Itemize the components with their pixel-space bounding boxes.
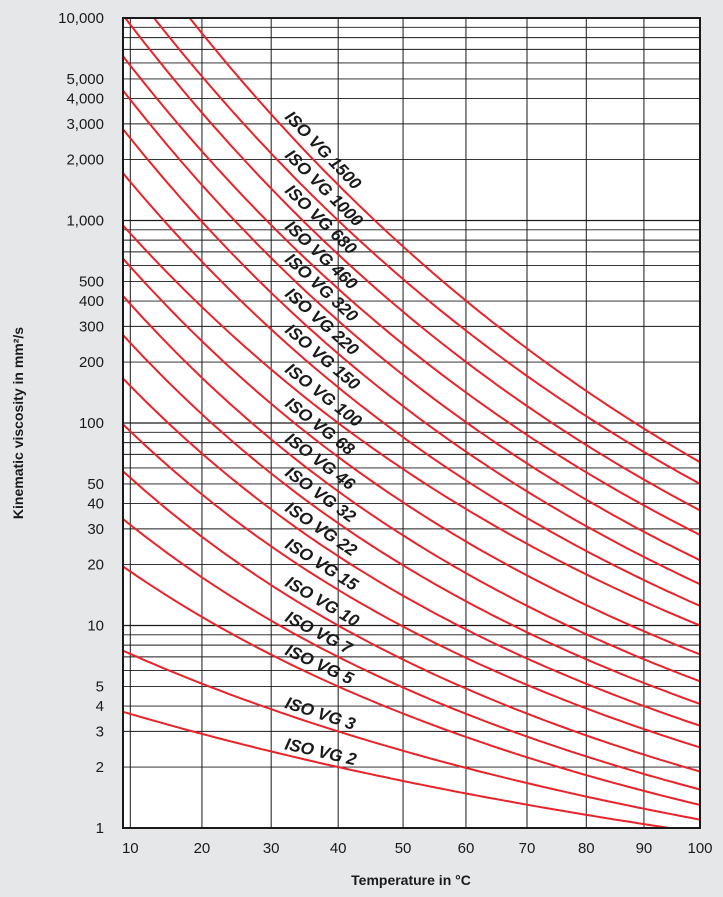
y-tick-label: 10,000 xyxy=(58,10,104,27)
y-tick-label: 40 xyxy=(87,496,104,513)
y-tick-labels: 1 2 3 4 5 10 20 30 40 50 100 200 300 400 500 1,000 2,000… xyxy=(58,10,104,837)
series-line xyxy=(123,565,700,806)
y-tick-label: 10 xyxy=(87,618,104,635)
y-tick-label: 1,000 xyxy=(66,213,104,230)
y-tick-label: 200 xyxy=(79,354,104,371)
x-tick-label: 50 xyxy=(395,840,412,857)
y-tick-label: 2 xyxy=(96,759,104,776)
series-line xyxy=(123,470,700,773)
y-tick-label: 400 xyxy=(79,293,104,310)
y-tick-label: 1 xyxy=(96,820,104,837)
x-tick-label: 30 xyxy=(263,840,280,857)
y-tick-label: 3 xyxy=(96,723,104,740)
y-tick-label: 4 xyxy=(96,698,104,715)
x-tick-label: 70 xyxy=(519,840,536,857)
series-line xyxy=(152,18,700,485)
y-tick-label: 3,000 xyxy=(66,116,104,133)
y-tick-label: 500 xyxy=(79,273,104,290)
x-tick-label: 60 xyxy=(458,840,475,857)
series-line xyxy=(123,55,700,536)
x-tick-label: 80 xyxy=(578,840,595,857)
series-line xyxy=(123,649,700,821)
series-line xyxy=(123,128,700,586)
x-axis-title: Temperature in °C xyxy=(351,872,471,888)
series-line xyxy=(123,295,700,683)
series-line xyxy=(123,224,700,627)
series-line xyxy=(123,257,700,656)
series-line xyxy=(123,518,700,791)
y-tick-label: 30 xyxy=(87,521,104,538)
y-tick-label: 20 xyxy=(87,557,104,574)
x-tick-label: 20 xyxy=(194,840,211,857)
x-tick-label: 100 xyxy=(687,840,712,857)
y-tick-label: 5,000 xyxy=(66,71,104,88)
series-line xyxy=(123,89,700,562)
y-tick-label: 2,000 xyxy=(66,152,104,169)
x-tick-label: 10 xyxy=(122,840,139,857)
series-line xyxy=(123,710,677,828)
y-tick-label: 300 xyxy=(79,318,104,335)
series-line xyxy=(123,334,700,705)
y-tick-label: 5 xyxy=(96,678,104,695)
series-line xyxy=(123,172,700,607)
x-tick-labels: 10 20 30 40 50 60 70 80 90 100 xyxy=(122,840,713,857)
series-line xyxy=(188,18,700,464)
plot-border xyxy=(122,17,701,829)
x-tick-label: 90 xyxy=(636,840,653,857)
y-tick-label: 4,000 xyxy=(66,91,104,108)
y-tick-label: 100 xyxy=(79,415,104,432)
y-tick-label: 50 xyxy=(87,476,104,493)
series-line xyxy=(123,18,700,512)
x-tick-label: 40 xyxy=(330,840,347,857)
series-line xyxy=(123,423,700,749)
series-lines xyxy=(123,18,700,828)
series-line xyxy=(123,377,700,727)
y-axis-title: Kinematic viscosity in mm²/s xyxy=(10,327,26,519)
